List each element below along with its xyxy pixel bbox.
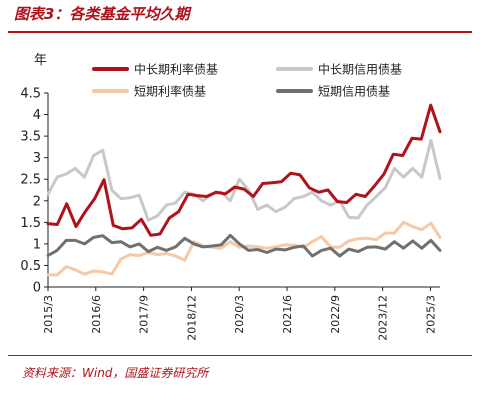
series-lines [46,103,442,277]
title-divider [8,31,472,33]
y-unit-label: 年 [34,53,47,68]
page-title: 图表3：各类基金平均久期 [14,5,190,23]
x-tick-label: 2015/3 [42,295,55,334]
x-axis: 2015/3 2016/6 2017/9 2018/12 2020/3 2021/6 202… [42,286,440,341]
y-tick-label: 3 [33,151,41,166]
line-chart: 年 0 0.5 1 1.5 2 2.5 3 3.5 4 4.5 2015/3 2016/6 2017/9… [20,53,442,341]
x-tick-label: 2018/12 [185,295,198,341]
legend-label-2: 短期利率债基 [134,84,206,99]
y-axis: 年 0 0.5 1 1.5 2 2.5 3 3.5 4 4.5 [20,53,49,296]
x-tick-label: 2021/6 [281,295,294,334]
y-tick-label: 4 [33,108,41,123]
source-note: 资料来源：Wind，国盛证券研究所 [22,366,209,380]
y-tick-label: 2.5 [20,173,41,188]
x-tick-label: 2017/9 [138,295,151,334]
x-tick-label: 2025/3 [424,295,437,334]
legend-label-3: 短期信用债基 [318,85,390,99]
legend-label-0: 中长期利率债基 [134,62,218,77]
legend-label-1: 中长期信用债基 [318,62,402,77]
y-tick-label: 0.5 [20,259,41,274]
x-tick-label: 2020/3 [233,295,246,334]
x-tick-label: 2022/9 [329,295,342,334]
y-tick-label: 0 [33,281,41,296]
y-tick-label: 1 [33,237,41,252]
y-tick-label: 2 [33,194,41,209]
footer-divider [8,355,472,356]
x-tick-label: 2016/6 [90,295,103,334]
series-line-3 [46,233,442,258]
y-tick-label: 3.5 [20,130,41,145]
series-line-0 [46,103,442,237]
y-tick-label: 1.5 [20,216,41,231]
x-tick-label: 2023/12 [377,295,390,341]
series-line-1 [46,138,442,222]
y-tick-label: 4.5 [20,87,41,102]
